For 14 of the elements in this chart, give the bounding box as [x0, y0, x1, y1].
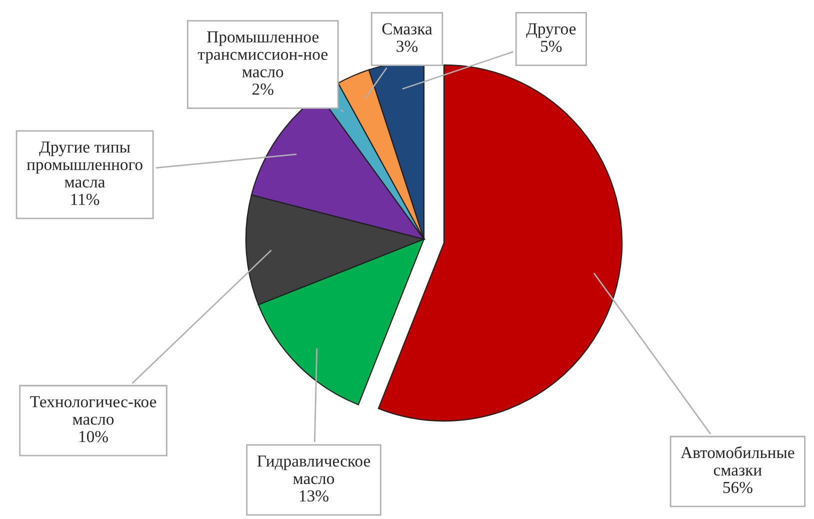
data-label: 10% — [79, 430, 108, 442]
data-label: 13% — [300, 490, 328, 502]
slice-label: Технологичес-кое масло — [30, 396, 156, 425]
data-label: 5% — [541, 40, 562, 52]
slice-label: Промышленное трансмиссион-ное масло — [198, 31, 328, 78]
data-label: 2% — [252, 84, 274, 95]
data-label: 3% — [396, 40, 418, 52]
slice-label: Смазка — [382, 23, 432, 34]
data-label: 56% — [723, 482, 752, 494]
data-label: 11% — [71, 194, 100, 206]
slice-label: Автомобильные смазки — [680, 446, 794, 476]
slice-label: Другое — [526, 23, 576, 38]
slice-label: Гидравлическое масло — [257, 456, 370, 484]
slice-label: Другие типы промышленного масла — [26, 142, 142, 188]
